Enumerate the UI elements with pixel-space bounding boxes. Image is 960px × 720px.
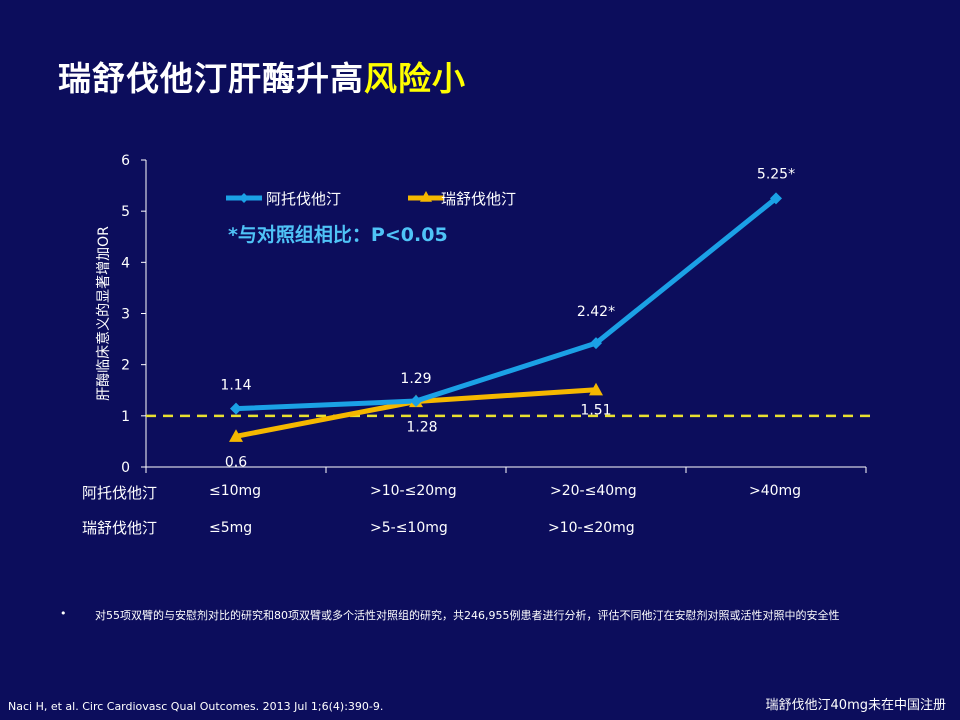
- rosuvastatin-data-label: 0.6: [225, 454, 247, 470]
- atorvastatin-data-label: 5.25*: [757, 166, 795, 182]
- rosuvastatin-point: [589, 382, 603, 396]
- atorvastatin-line: [233, 195, 779, 412]
- rosuvastatin-dose-3: >10-≤20mg: [548, 520, 635, 536]
- y-tick-label: 6: [121, 153, 130, 169]
- y-tick-label: 1: [121, 409, 130, 425]
- y-tick-label: 5: [121, 204, 130, 220]
- y-tick-label: 3: [121, 307, 130, 323]
- registration-note: 瑞舒伐他汀40mg未在中国注册: [765, 698, 946, 713]
- rosuvastatin-data-label: 1.51: [580, 403, 611, 419]
- significance-annotation: *与对照组相比：P<0.05: [228, 223, 448, 246]
- footnote-bullet: •: [60, 607, 67, 620]
- atorvastatin-data-label: 1.14: [220, 378, 251, 394]
- atorvastatin-data-label: 2.42*: [577, 304, 615, 320]
- legend-atorvastatin-marker: [239, 193, 249, 203]
- atorvastatin-point: [410, 394, 422, 407]
- atorvastatin-dose-2: >10-≤20mg: [370, 483, 457, 499]
- y-tick-label: 0: [121, 460, 130, 476]
- row-label-atorvastatin: 阿托伐他汀: [82, 484, 158, 502]
- title-main: 瑞舒伐他汀肝酶升高: [58, 59, 364, 98]
- rosuvastatin-dose-1: ≤5mg: [209, 520, 253, 536]
- y-axis-label: 肝酶临床意义的显著增加OR: [95, 226, 112, 401]
- slide-title: 瑞舒伐他汀肝酶升高风险小: [58, 52, 466, 100]
- atorvastatin-dose-3: >20-≤40mg: [550, 483, 637, 499]
- rosuvastatin-dose-2: >5-≤10mg: [370, 520, 448, 536]
- rosuvastatin-data-label: 1.28: [406, 420, 437, 436]
- atorvastatin-data-label: 1.29: [400, 371, 431, 387]
- legend-rosuvastatin-marker: [420, 191, 432, 202]
- atorvastatin-point: [770, 192, 782, 205]
- legend-rosuvastatin-label: 瑞舒伐他汀: [441, 190, 516, 208]
- atorvastatin-point: [230, 402, 242, 415]
- y-tick-label: 2: [121, 358, 130, 374]
- atorvastatin-point: [590, 337, 602, 350]
- atorvastatin-dose-1: ≤10mg: [209, 483, 262, 499]
- title-highlight: 风险小: [364, 59, 466, 98]
- footnote: 对55项双臂的与安慰剂对比的研究和80项双臂或多个活性对照组的研究，共246,9…: [95, 609, 840, 622]
- y-tick-label: 4: [121, 255, 130, 271]
- reference: Naci H, et al. Circ Cardiovasc Qual Outc…: [8, 700, 384, 713]
- atorvastatin-dose-4: >40mg: [749, 483, 802, 499]
- rosuvastatin-point: [229, 429, 243, 442]
- legend-atorvastatin-label: 阿托伐他汀: [266, 190, 341, 208]
- row-label-rosuvastatin: 瑞舒伐他汀: [82, 519, 158, 537]
